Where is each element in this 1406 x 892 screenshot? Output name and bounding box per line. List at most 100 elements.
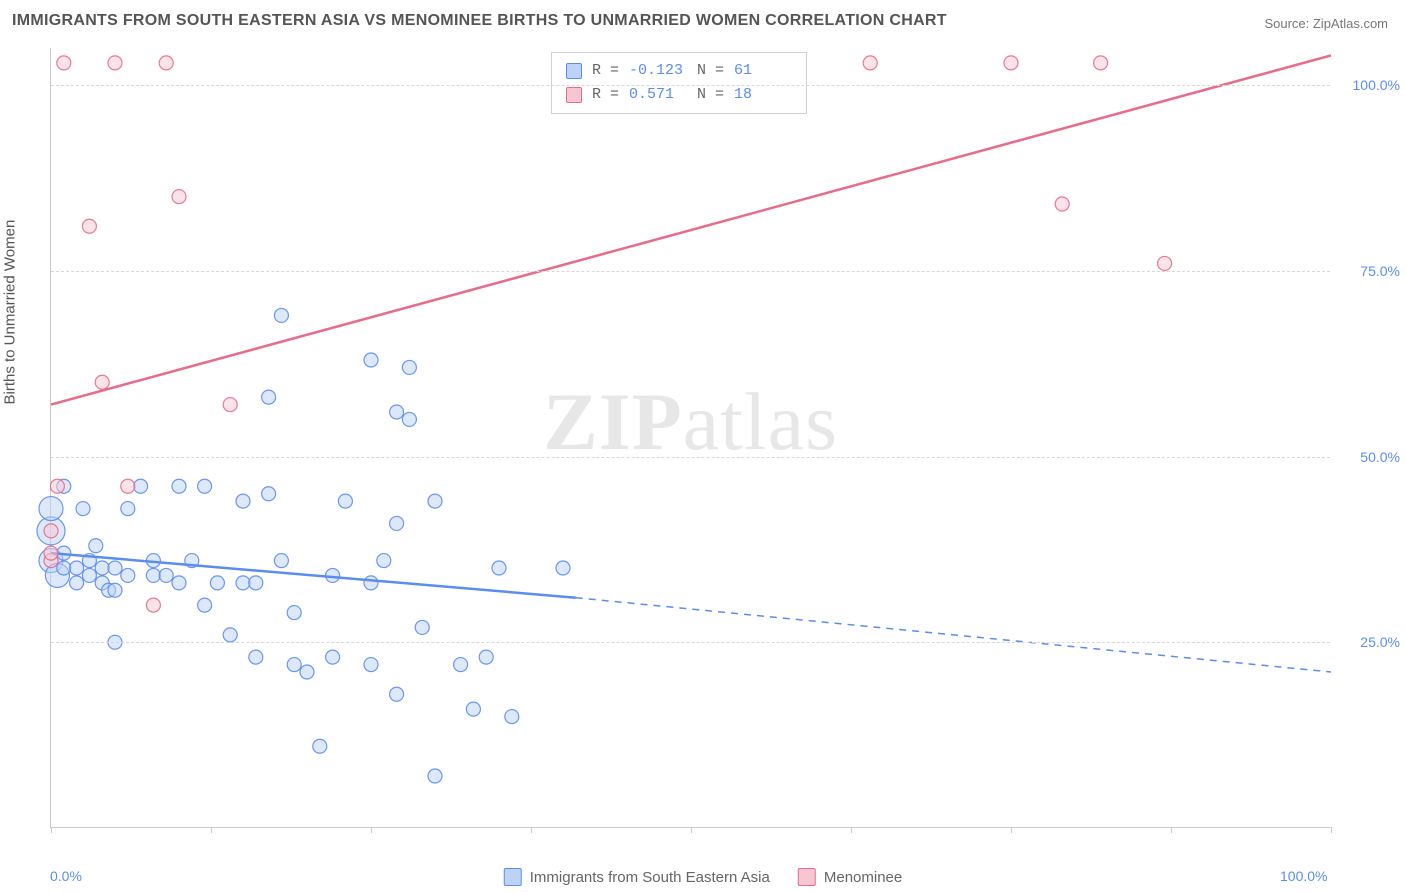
menominee-point xyxy=(1004,56,1018,70)
immigrants-point xyxy=(262,390,276,404)
immigrants-point xyxy=(121,568,135,582)
menominee-point xyxy=(1094,56,1108,70)
immigrants-point xyxy=(505,710,519,724)
immigrants-point xyxy=(300,665,314,679)
immigrants-regression-line-extrapolated xyxy=(576,598,1331,672)
legend-swatch xyxy=(504,868,522,886)
immigrants-point xyxy=(95,561,109,575)
menominee-point xyxy=(50,479,64,493)
x-tick-label: 0.0% xyxy=(50,868,82,884)
immigrants-point xyxy=(249,650,263,664)
immigrants-point xyxy=(326,650,340,664)
immigrants-point xyxy=(198,598,212,612)
immigrants-point xyxy=(454,658,468,672)
menominee-point xyxy=(95,375,109,389)
immigrants-point xyxy=(172,576,186,590)
immigrants-point xyxy=(70,561,84,575)
immigrants-point xyxy=(236,576,250,590)
legend-n-label: N = xyxy=(697,83,724,107)
series-legend: Immigrants from South Eastern Asia Menomi… xyxy=(504,868,903,886)
immigrants-point xyxy=(249,576,263,590)
immigrants-point xyxy=(492,561,506,575)
legend-r-label: R = xyxy=(592,83,619,107)
immigrants-point xyxy=(82,568,96,582)
menominee-point xyxy=(108,56,122,70)
series-legend-label: Menominee xyxy=(824,869,902,886)
series-legend-label: Immigrants from South Eastern Asia xyxy=(530,869,770,886)
menominee-point xyxy=(172,190,186,204)
chart-title: IMMIGRANTS FROM SOUTH EASTERN ASIA VS ME… xyxy=(12,12,947,30)
immigrants-point xyxy=(402,412,416,426)
y-tick-label: 25.0% xyxy=(1360,634,1400,650)
menominee-point xyxy=(863,56,877,70)
menominee-point xyxy=(121,479,135,493)
immigrants-point xyxy=(313,739,327,753)
immigrants-point xyxy=(390,405,404,419)
legend-r-label: R = xyxy=(592,59,619,83)
immigrants-point xyxy=(479,650,493,664)
immigrants-point xyxy=(89,539,103,553)
gridline xyxy=(51,457,1330,458)
immigrants-point xyxy=(134,479,148,493)
gridline xyxy=(51,85,1330,86)
immigrants-point xyxy=(364,576,378,590)
scatter-svg xyxy=(51,48,1330,827)
immigrants-point xyxy=(377,554,391,568)
immigrants-point xyxy=(556,561,570,575)
immigrants-point xyxy=(108,561,122,575)
menominee-point xyxy=(82,219,96,233)
immigrants-point xyxy=(338,494,352,508)
immigrants-point xyxy=(121,502,135,516)
legend-n-label: N = xyxy=(697,59,724,83)
legend-swatch xyxy=(566,63,582,79)
immigrants-point xyxy=(390,687,404,701)
menominee-point xyxy=(1055,197,1069,211)
x-tick-label: 100.0% xyxy=(1280,868,1327,884)
immigrants-point xyxy=(466,702,480,716)
immigrants-point xyxy=(287,658,301,672)
y-axis-label: Births to Unmarried Women xyxy=(2,220,19,405)
menominee-point xyxy=(1158,256,1172,270)
immigrants-point xyxy=(146,568,160,582)
immigrants-point xyxy=(364,658,378,672)
legend-n-value: 61 xyxy=(734,59,792,83)
immigrants-point xyxy=(274,308,288,322)
immigrants-point xyxy=(287,606,301,620)
menominee-point xyxy=(223,398,237,412)
stats-legend-box: R = -0.123 N = 61 R = 0.571 N = 18 xyxy=(551,52,807,114)
immigrants-point xyxy=(172,479,186,493)
immigrants-point xyxy=(39,497,63,521)
immigrants-point xyxy=(210,576,224,590)
stats-legend-row-menominee: R = 0.571 N = 18 xyxy=(566,83,792,107)
series-legend-item-immigrants: Immigrants from South Eastern Asia xyxy=(504,868,770,886)
x-tick xyxy=(1011,827,1012,833)
menominee-point xyxy=(159,56,173,70)
immigrants-point xyxy=(364,353,378,367)
source-attribution: Source: ZipAtlas.com xyxy=(1264,16,1388,31)
immigrants-point xyxy=(428,494,442,508)
immigrants-point xyxy=(236,494,250,508)
x-tick xyxy=(851,827,852,833)
plot-area: ZIPatlas R =-0.123N =61R =0.571N =18 25.… xyxy=(50,48,1330,828)
x-tick xyxy=(1171,827,1172,833)
menominee-point xyxy=(57,56,71,70)
immigrants-point xyxy=(108,583,122,597)
menominee-point xyxy=(44,546,58,560)
legend-n-value: 18 xyxy=(734,83,792,107)
immigrants-point xyxy=(76,502,90,516)
immigrants-point xyxy=(57,561,71,575)
immigrants-point xyxy=(390,516,404,530)
y-tick-label: 100.0% xyxy=(1353,77,1400,93)
immigrants-point xyxy=(198,479,212,493)
gridline xyxy=(51,642,1330,643)
legend-swatch xyxy=(798,868,816,886)
legend-r-value: 0.571 xyxy=(629,83,687,107)
x-tick xyxy=(1331,827,1332,833)
immigrants-point xyxy=(428,769,442,783)
legend-swatch xyxy=(566,87,582,103)
immigrants-point xyxy=(70,576,84,590)
gridline xyxy=(51,271,1330,272)
y-tick-label: 75.0% xyxy=(1360,263,1400,279)
menominee-point xyxy=(44,524,58,538)
legend-r-value: -0.123 xyxy=(629,59,687,83)
